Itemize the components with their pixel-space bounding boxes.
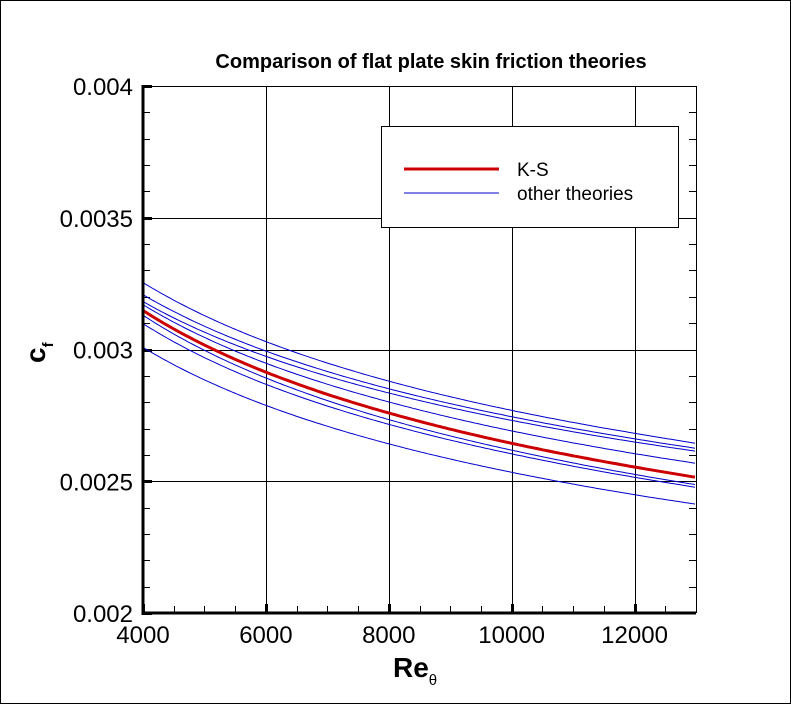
legend-label-ks: K-S bbox=[517, 160, 549, 181]
series-line-other-theory bbox=[142, 304, 696, 464]
x-tick-label: 8000 bbox=[362, 622, 415, 649]
tick-labels: 4000 6000 8000 10000 12000 0.002 0.0025 0.003 0.… bbox=[60, 74, 668, 649]
x-tick-label: 10000 bbox=[478, 622, 545, 649]
series-line-other-theory bbox=[142, 282, 696, 444]
y-tick-label: 0.003 bbox=[73, 338, 133, 365]
y-tick-label: 0.0035 bbox=[60, 206, 133, 233]
y-axis-label: cf bbox=[20, 341, 57, 363]
series-line-other-theory bbox=[142, 314, 696, 485]
x-tick-label: 12000 bbox=[601, 622, 668, 649]
series-line-other-theory bbox=[142, 323, 696, 488]
y-axis-label-subscript: f bbox=[40, 341, 57, 347]
legend-label-other-theories: other theories bbox=[517, 184, 633, 205]
x-tick-label: 4000 bbox=[116, 622, 169, 649]
series-line-other-theory bbox=[142, 301, 696, 452]
series-line-ks bbox=[142, 309, 696, 479]
legend-box bbox=[381, 126, 679, 228]
series-lines bbox=[142, 282, 696, 505]
y-tick-label: 0.004 bbox=[73, 74, 133, 101]
y-tick-label: 0.002 bbox=[73, 601, 133, 628]
chart-title: Comparison of flat plate skin friction t… bbox=[215, 51, 646, 73]
axes bbox=[141, 85, 697, 615]
series-line-other-theory bbox=[142, 294, 696, 449]
x-axis-label: Reθ bbox=[393, 652, 437, 689]
y-tick-label: 0.0025 bbox=[60, 469, 133, 496]
legend: K-S other theories bbox=[381, 126, 679, 228]
series-line-other-theory bbox=[142, 346, 696, 505]
x-axis-label-subscript: θ bbox=[429, 672, 437, 689]
x-tick-label: 6000 bbox=[239, 622, 292, 649]
